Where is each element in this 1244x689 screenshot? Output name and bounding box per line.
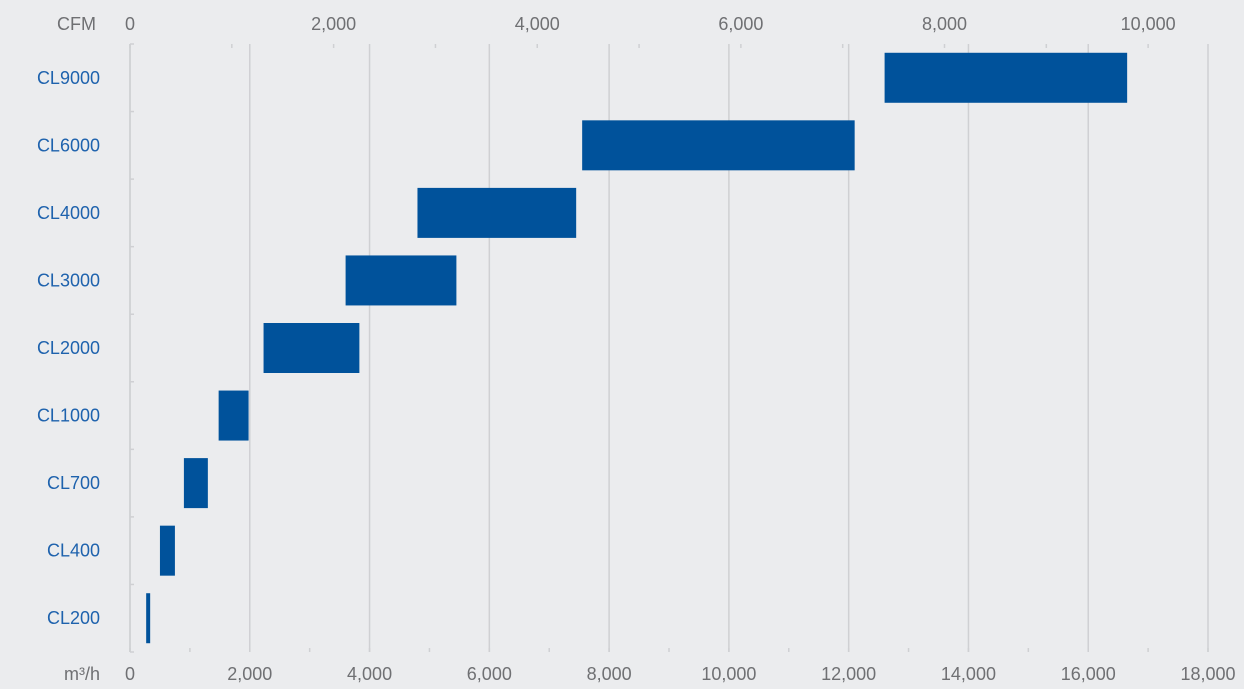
top-tick-label: 8,000 xyxy=(922,14,967,34)
top-tick-label: 6,000 xyxy=(718,14,763,34)
category-label: CL3000 xyxy=(37,270,100,290)
bottom-tick-label: 14,000 xyxy=(941,664,996,684)
category-label: CL700 xyxy=(47,473,100,493)
category-labels: CL9000 CL6000 CL4000 CL3000 CL2000 CL1000 CL70… xyxy=(37,68,100,628)
bar-cl700 xyxy=(183,458,208,509)
category-label: CL6000 xyxy=(37,135,100,155)
category-label: CL400 xyxy=(47,541,100,561)
bottom-tick-label: 10,000 xyxy=(701,664,756,684)
top-tick-label: 10,000 xyxy=(1121,14,1176,34)
top-tick-label: 0 xyxy=(125,14,135,34)
top-tick-label: 4,000 xyxy=(515,14,560,34)
bar-cl2000 xyxy=(263,323,360,373)
bottom-tick-label: 0 xyxy=(125,664,135,684)
bottom-axis-unit-label: m³/h xyxy=(64,664,100,684)
bottom-tick-label: 6,000 xyxy=(467,664,512,684)
bottom-axis: m³/h 0 2,000 4,000 6,000 8,000 10,000 12,000 14… xyxy=(64,664,1236,684)
category-label: CL4000 xyxy=(37,203,100,223)
bottom-tick-label: 18,000 xyxy=(1180,664,1235,684)
bar-cl1000 xyxy=(218,390,249,441)
bottom-tick-label: 2,000 xyxy=(227,664,272,684)
bar-cl400 xyxy=(159,525,175,576)
bar-cl9000 xyxy=(884,52,1128,103)
category-label: CL1000 xyxy=(37,406,100,426)
bar-cl200 xyxy=(146,593,151,644)
bottom-tick-label: 4,000 xyxy=(347,664,392,684)
category-label: CL200 xyxy=(47,608,100,628)
bottom-tick-label: 16,000 xyxy=(1061,664,1116,684)
category-label: CL9000 xyxy=(37,68,100,88)
bar-cl6000 xyxy=(582,120,855,171)
top-tick-label: 2,000 xyxy=(311,14,356,34)
category-label: CL2000 xyxy=(37,338,100,358)
bars xyxy=(146,52,1128,644)
top-axis-unit-label: CFM xyxy=(57,14,96,34)
bar-cl3000 xyxy=(345,255,457,306)
top-axis: CFM 0 2,000 4,000 6,000 8,000 10,000 xyxy=(57,14,1176,34)
bar-cl4000 xyxy=(417,187,577,238)
bottom-tick-label: 8,000 xyxy=(587,664,632,684)
bottom-tick-label: 12,000 xyxy=(821,664,876,684)
